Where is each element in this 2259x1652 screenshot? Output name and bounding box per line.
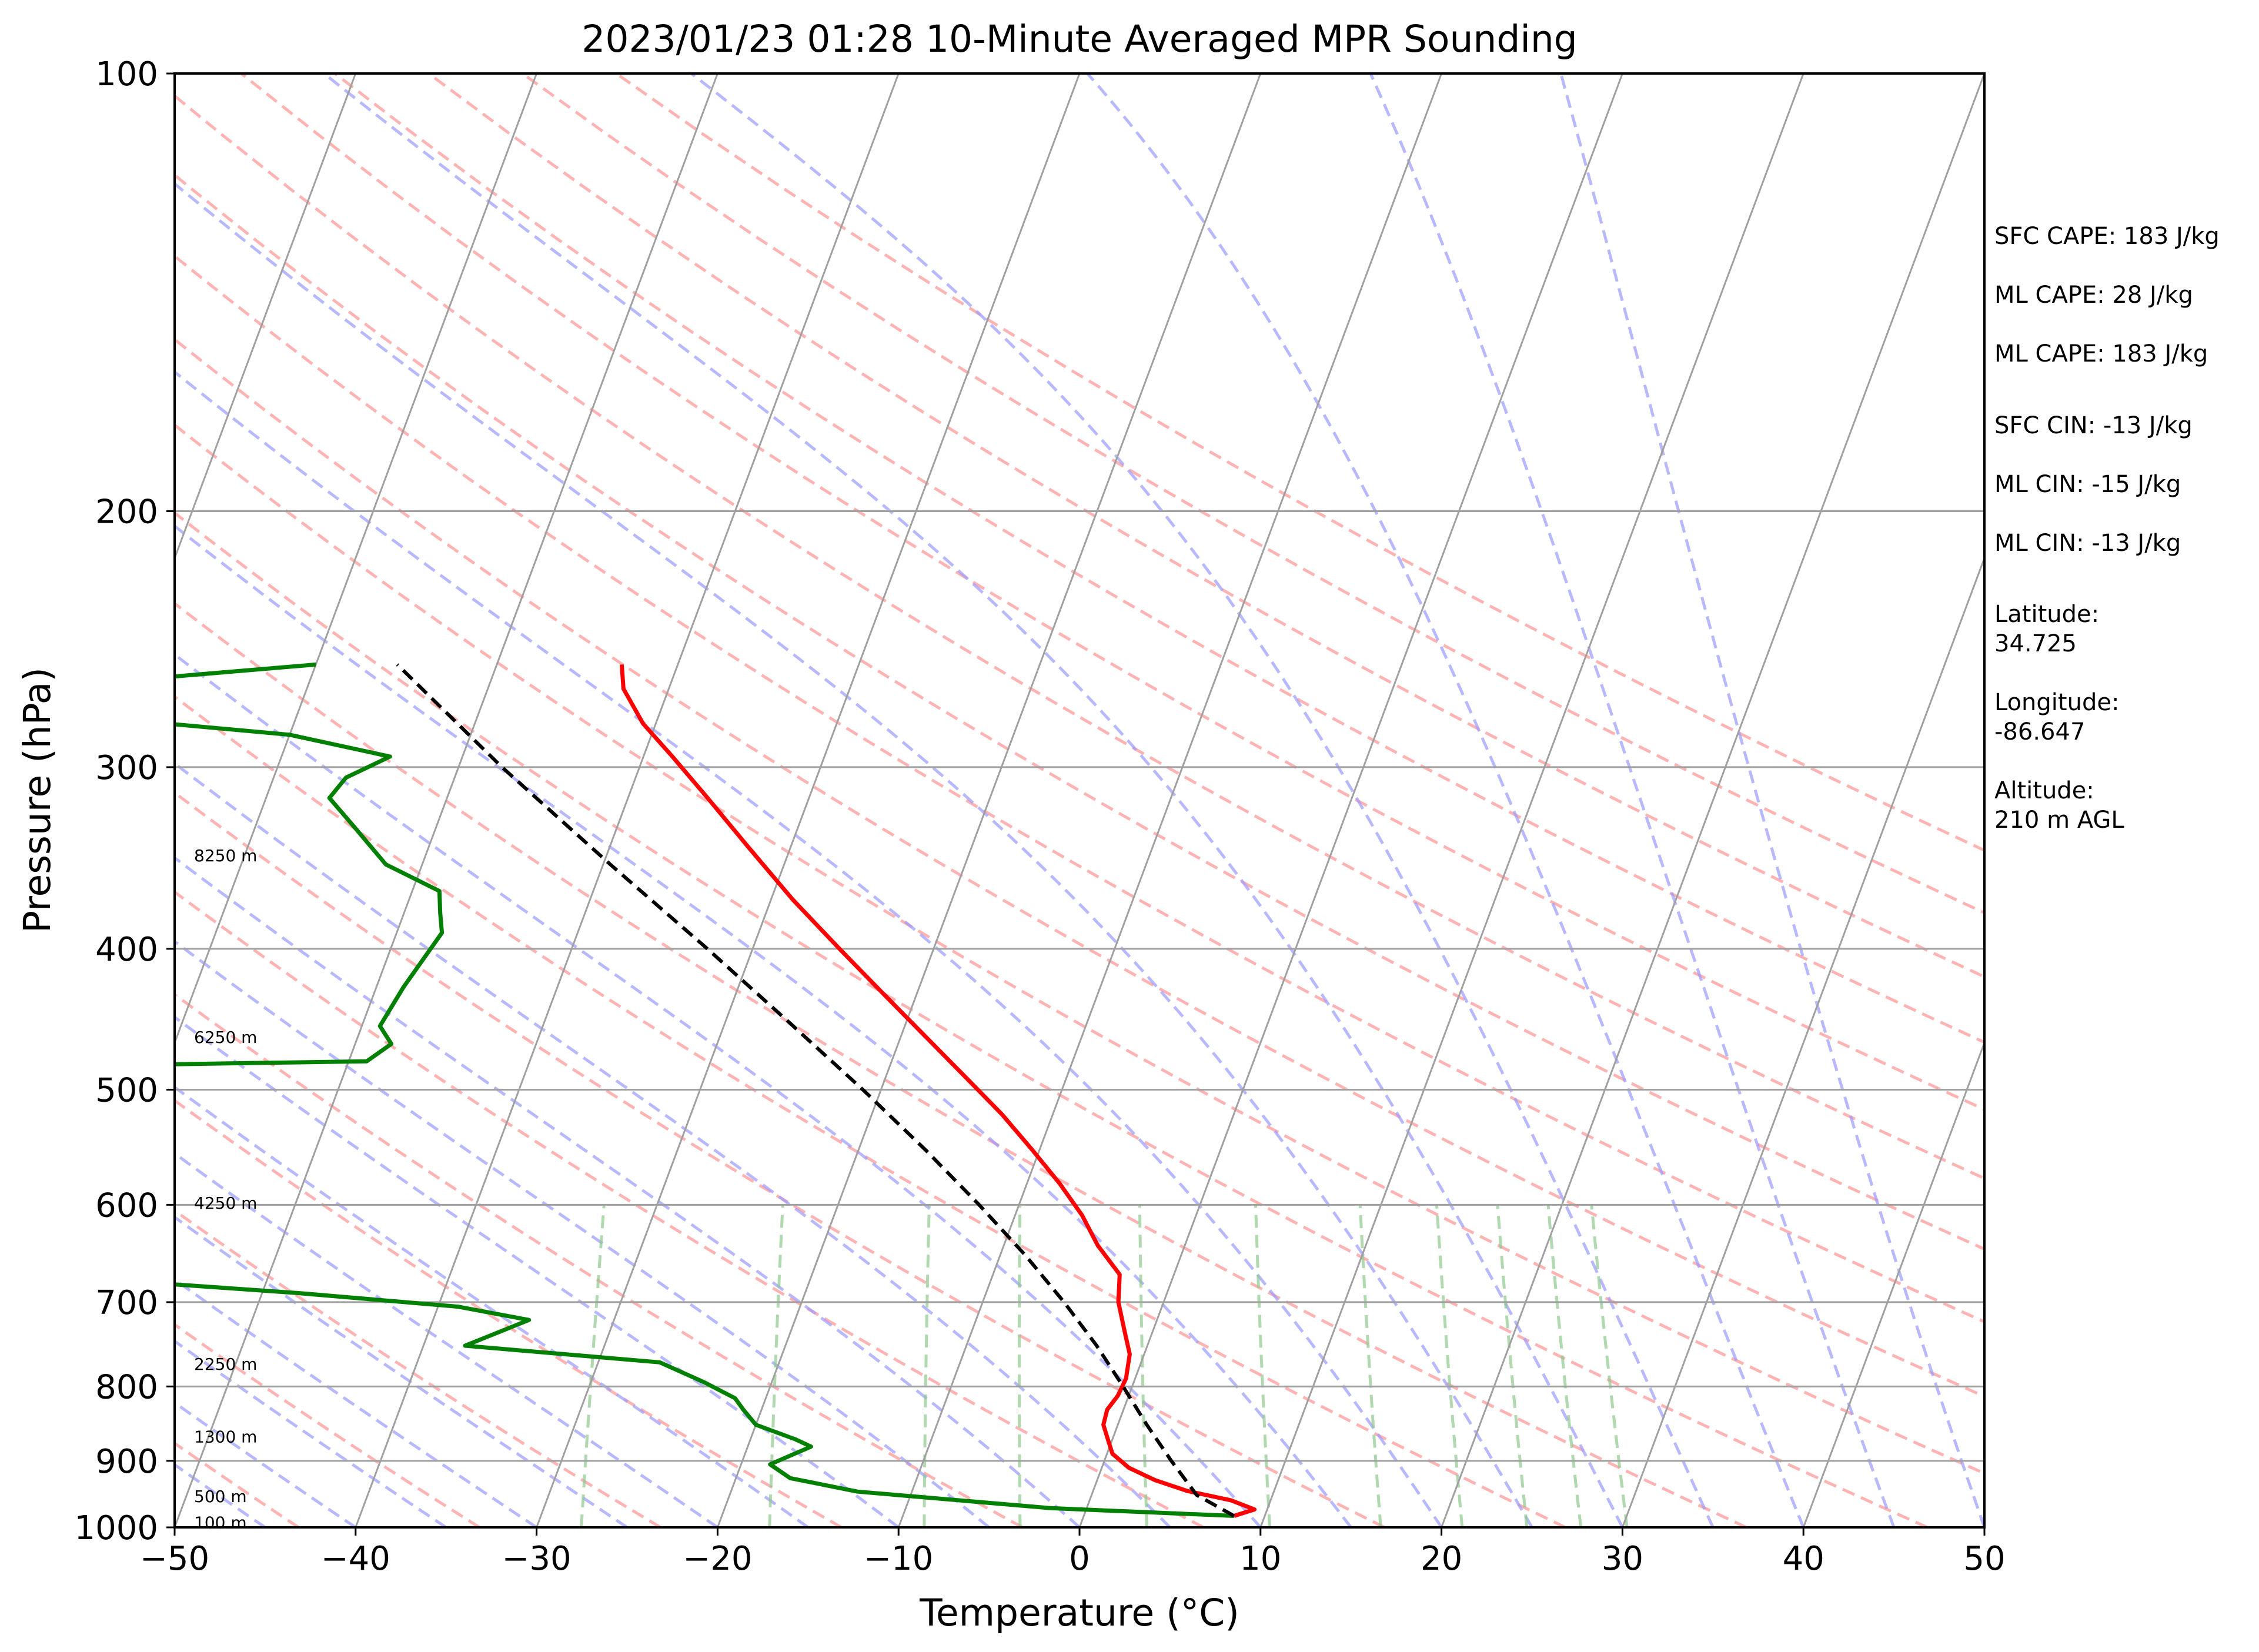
sfc-cin-label: SFC CIN: -13 J/kg <box>1994 412 2193 439</box>
height-label: 1300 m <box>194 1427 257 1446</box>
ml-cin-label-2: ML CIN: -13 J/kg <box>1994 530 2181 557</box>
x-axis-ticks: −50 −40 −30 −20 −10 0 10 20 30 40 50 <box>140 1527 2006 1578</box>
dry-adiabat <box>175 992 1024 1527</box>
chart-title: 2023/01/23 01:28 10-Minute Averaged MPR … <box>582 18 1578 61</box>
isotherm <box>1441 73 1984 1527</box>
isotherm <box>175 73 719 1527</box>
moist-adiabat <box>175 1339 447 1527</box>
moist-adiabat <box>175 856 1081 1527</box>
y-tick-label: 200 <box>95 493 158 531</box>
longitude-label: Longitude: <box>1994 689 2119 716</box>
y-tick-label: 300 <box>95 749 158 787</box>
dry-adiabat <box>334 73 1984 1044</box>
isotherm <box>897 73 1443 1527</box>
sfc-cape-label: SFC CAPE: 183 J/kg <box>1994 223 2220 250</box>
y-axis-ticks: 1000 900 800 700 600 500 400 300 200 100 <box>74 55 175 1547</box>
moist-adiabat <box>1559 73 1984 1527</box>
height-label: 100 m <box>194 1513 247 1532</box>
y-tick-label: 900 <box>95 1443 158 1481</box>
isotherm <box>355 73 900 1527</box>
moist-adiabat <box>175 1151 719 1527</box>
y-tick-label: 800 <box>95 1368 158 1406</box>
x-axis-title: Temperature (°C) <box>919 1591 1239 1634</box>
pressure-gridlines <box>175 73 1984 1527</box>
height-labels: 100 m 500 m 1300 m 2250 m 4250 m 6250 m 8250 m <box>194 846 257 1532</box>
x-tick-label: −50 <box>140 1540 209 1578</box>
x-tick-label: −10 <box>864 1540 933 1578</box>
sounding-traces <box>175 662 1257 1518</box>
dry-adiabat <box>175 1098 843 1527</box>
y-tick-label: 100 <box>95 55 158 93</box>
y-tick-label: 700 <box>95 1284 158 1322</box>
height-label: 500 m <box>194 1487 247 1506</box>
isotherm <box>716 73 1262 1527</box>
y-tick-label: 400 <box>95 931 158 969</box>
dewpoint-trace <box>175 662 1234 1518</box>
altitude-value: 210 m AGL <box>1994 807 2124 834</box>
x-tick-label: 0 <box>1069 1540 1090 1578</box>
dry-adiabat <box>175 511 1929 1527</box>
ml-cin-label: ML CIN: -15 J/kg <box>1994 471 2181 498</box>
isotherm <box>1078 73 1623 1527</box>
height-label: 6250 m <box>194 1028 257 1047</box>
height-label: 2250 m <box>194 1355 257 1374</box>
dry-adiabat <box>175 1323 480 1527</box>
x-tick-label: 40 <box>1783 1540 1824 1578</box>
sounding-indices: SFC CAPE: 183 J/kg ML CAPE: 28 J/kg ML C… <box>1994 223 2220 834</box>
ml-cape-label-2: ML CAPE: 183 J/kg <box>1994 340 2208 367</box>
moist-adiabat <box>690 73 1715 1527</box>
moist-adiabat <box>323 73 1624 1527</box>
moist-adiabat <box>175 1278 538 1527</box>
x-tick-label: 20 <box>1421 1540 1462 1578</box>
isotherm <box>1802 1040 1984 1527</box>
dry-adiabat <box>175 93 1984 1181</box>
parcel-trace <box>396 663 1235 1518</box>
moist-adiabat <box>175 1085 809 1527</box>
dry-adiabat <box>175 694 1566 1527</box>
dry-adiabat <box>175 337 1984 1399</box>
moist-adiabat <box>175 939 990 1527</box>
altitude-label: Altitude: <box>1994 777 2094 804</box>
dry-adiabat <box>427 73 1984 979</box>
x-tick-label: 50 <box>1963 1540 2005 1578</box>
moist-adiabat <box>1369 73 1896 1527</box>
y-tick-label: 500 <box>95 1072 158 1110</box>
x-tick-label: −20 <box>683 1540 752 1578</box>
dry-adiabat <box>175 791 1385 1527</box>
temperature-trace <box>619 664 1257 1518</box>
x-tick-label: 30 <box>1602 1540 1643 1578</box>
longitude-value: -86.647 <box>1994 718 2085 745</box>
isotherm <box>1259 73 1804 1527</box>
moist-adiabat <box>175 1215 628 1527</box>
moist-adiabat <box>175 761 1171 1527</box>
y-tick-label: 600 <box>95 1186 158 1225</box>
moist-adiabat <box>175 182 1533 1527</box>
height-label: 8250 m <box>194 846 257 865</box>
latitude-value: 34.725 <box>1994 630 2077 657</box>
isotherm <box>1621 556 1984 1527</box>
moist-adiabat <box>1086 73 1805 1527</box>
y-axis-title: Pressure (hPa) <box>16 667 59 933</box>
moist-adiabat <box>175 370 1443 1527</box>
dry-adiabat <box>175 601 1747 1527</box>
latitude-label: Latitude: <box>1994 601 2099 628</box>
dry-adiabat <box>175 423 1984 1475</box>
moist-adiabat <box>175 1401 357 1527</box>
x-tick-label: 10 <box>1239 1540 1281 1578</box>
x-tick-label: −40 <box>321 1540 390 1578</box>
ml-cape-label: ML CAPE: 28 J/kg <box>1994 282 2193 309</box>
isotherm <box>175 73 357 561</box>
height-label: 4250 m <box>194 1193 257 1213</box>
moist-adiabat <box>175 524 1352 1527</box>
x-tick-label: −30 <box>502 1540 572 1578</box>
y-tick-label: 1000 <box>74 1509 158 1547</box>
isotherm <box>175 73 538 1045</box>
isotherm <box>536 73 1081 1527</box>
dry-adiabat <box>175 173 1984 1251</box>
